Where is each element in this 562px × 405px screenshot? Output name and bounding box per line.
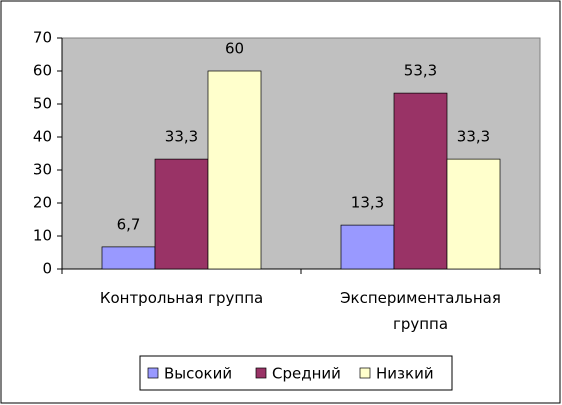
bar (393, 92, 448, 270)
y-tick-label: 60 (33, 62, 52, 80)
value-label: 60 (225, 40, 244, 58)
legend-swatch (147, 367, 159, 379)
legend-swatch (359, 367, 371, 379)
y-tick-label: 30 (33, 161, 52, 179)
bar (446, 158, 501, 270)
x-tick-label: Контрольная группа (99, 289, 264, 307)
x-tick-label: Экспериментальная группа (340, 289, 501, 333)
y-tick-label: 70 (33, 29, 52, 47)
bar (340, 224, 395, 270)
y-tick-label: 40 (33, 128, 52, 146)
legend-label: Низкий (376, 365, 434, 383)
bar (154, 158, 209, 270)
y-tick-label: 0 (42, 260, 52, 278)
value-label: 13,3 (351, 194, 384, 212)
value-label: 6,7 (117, 215, 141, 233)
legend-box (139, 355, 453, 391)
y-tick-label: 20 (33, 194, 52, 212)
bar (101, 246, 156, 270)
legend-swatch (255, 367, 267, 379)
bar (207, 70, 262, 270)
value-label: 33,3 (165, 128, 198, 146)
value-label: 33,3 (457, 128, 490, 146)
legend-label: Средний (272, 365, 341, 383)
y-tick-label: 50 (33, 95, 52, 113)
value-label: 53,3 (404, 62, 437, 80)
y-tick-label: 10 (33, 227, 52, 245)
legend-label: Высокий (164, 365, 232, 383)
